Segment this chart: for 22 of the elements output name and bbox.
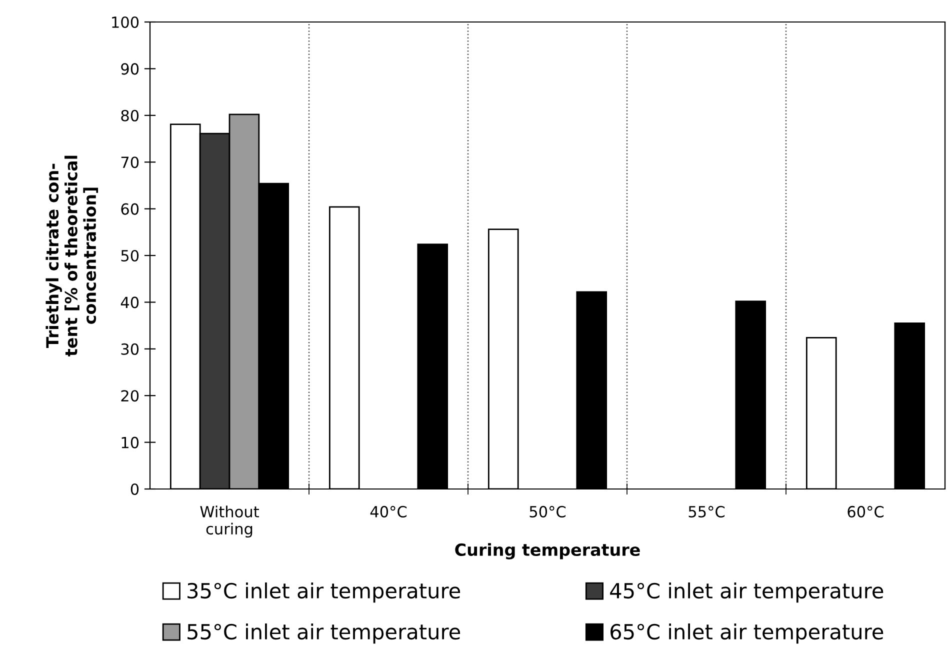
legend-label: 35°C inlet air temperature	[188, 582, 460, 603]
x-tick-label: Without curing	[200, 506, 259, 538]
y-tick-label: 50	[121, 250, 139, 262]
y-tick-label: 60	[121, 203, 139, 215]
y-tick-label: 0	[130, 483, 139, 496]
y-tick-label: 80	[121, 110, 139, 122]
y-tick-label: 100	[112, 16, 139, 28]
x-axis-title: Curing temperature	[455, 543, 640, 560]
y-tick-label: 10	[122, 436, 139, 448]
y-axis-title: Triethyl citrate con- tent [% of theoretical concentration]	[46, 156, 98, 356]
x-tick-label: 40°C	[370, 506, 407, 518]
legend-label: 45°C inlet air temperature	[610, 582, 884, 603]
x-tick-label: 60°C	[848, 506, 884, 518]
y-tick-label: 40	[120, 296, 139, 308]
y-tick-label: 90	[121, 63, 139, 75]
x-tick-label: 55°C	[688, 506, 725, 518]
y-tick-label: 20	[121, 390, 139, 402]
legend-label: 65°C inlet air temperature	[610, 623, 884, 644]
y-tick-label: 70	[121, 156, 139, 168]
x-tick-label: 50°C	[530, 506, 566, 518]
y-tick-label: 30	[121, 343, 139, 355]
legend-label: 55°C inlet air temperature	[188, 623, 460, 644]
